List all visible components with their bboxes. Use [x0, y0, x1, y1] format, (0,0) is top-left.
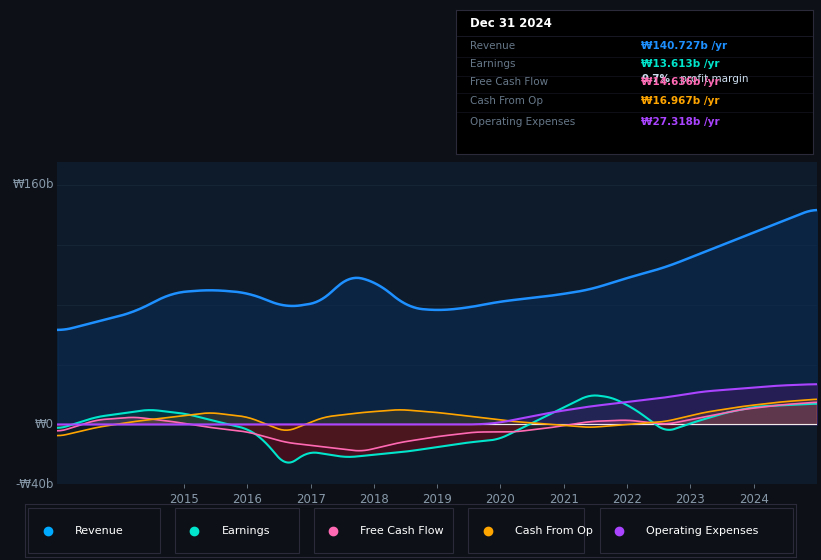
Text: ₩16.967b /yr: ₩16.967b /yr [641, 96, 720, 105]
Text: ₩27.318b /yr: ₩27.318b /yr [641, 117, 720, 127]
Text: Cash From Op: Cash From Op [515, 526, 593, 535]
Text: Revenue: Revenue [75, 526, 123, 535]
Text: ₩160b: ₩160b [12, 179, 53, 192]
Text: -₩40b: -₩40b [16, 478, 53, 491]
Text: Earnings: Earnings [222, 526, 270, 535]
Text: Earnings: Earnings [470, 59, 516, 69]
Text: ₩140.727b /yr: ₩140.727b /yr [641, 41, 727, 50]
Text: ₩14.636b /yr: ₩14.636b /yr [641, 77, 720, 87]
Text: 9.7%: 9.7% [641, 74, 671, 84]
Text: profit margin: profit margin [677, 74, 749, 84]
Text: Revenue: Revenue [470, 41, 515, 50]
Text: Operating Expenses: Operating Expenses [470, 117, 576, 127]
Text: Dec 31 2024: Dec 31 2024 [470, 17, 552, 30]
Text: ₩13.613b /yr: ₩13.613b /yr [641, 59, 720, 69]
Text: Free Cash Flow: Free Cash Flow [470, 77, 548, 87]
Text: ₩0: ₩0 [34, 418, 53, 431]
Text: Cash From Op: Cash From Op [470, 96, 543, 105]
Text: Free Cash Flow: Free Cash Flow [360, 526, 444, 535]
Text: Operating Expenses: Operating Expenses [646, 526, 759, 535]
